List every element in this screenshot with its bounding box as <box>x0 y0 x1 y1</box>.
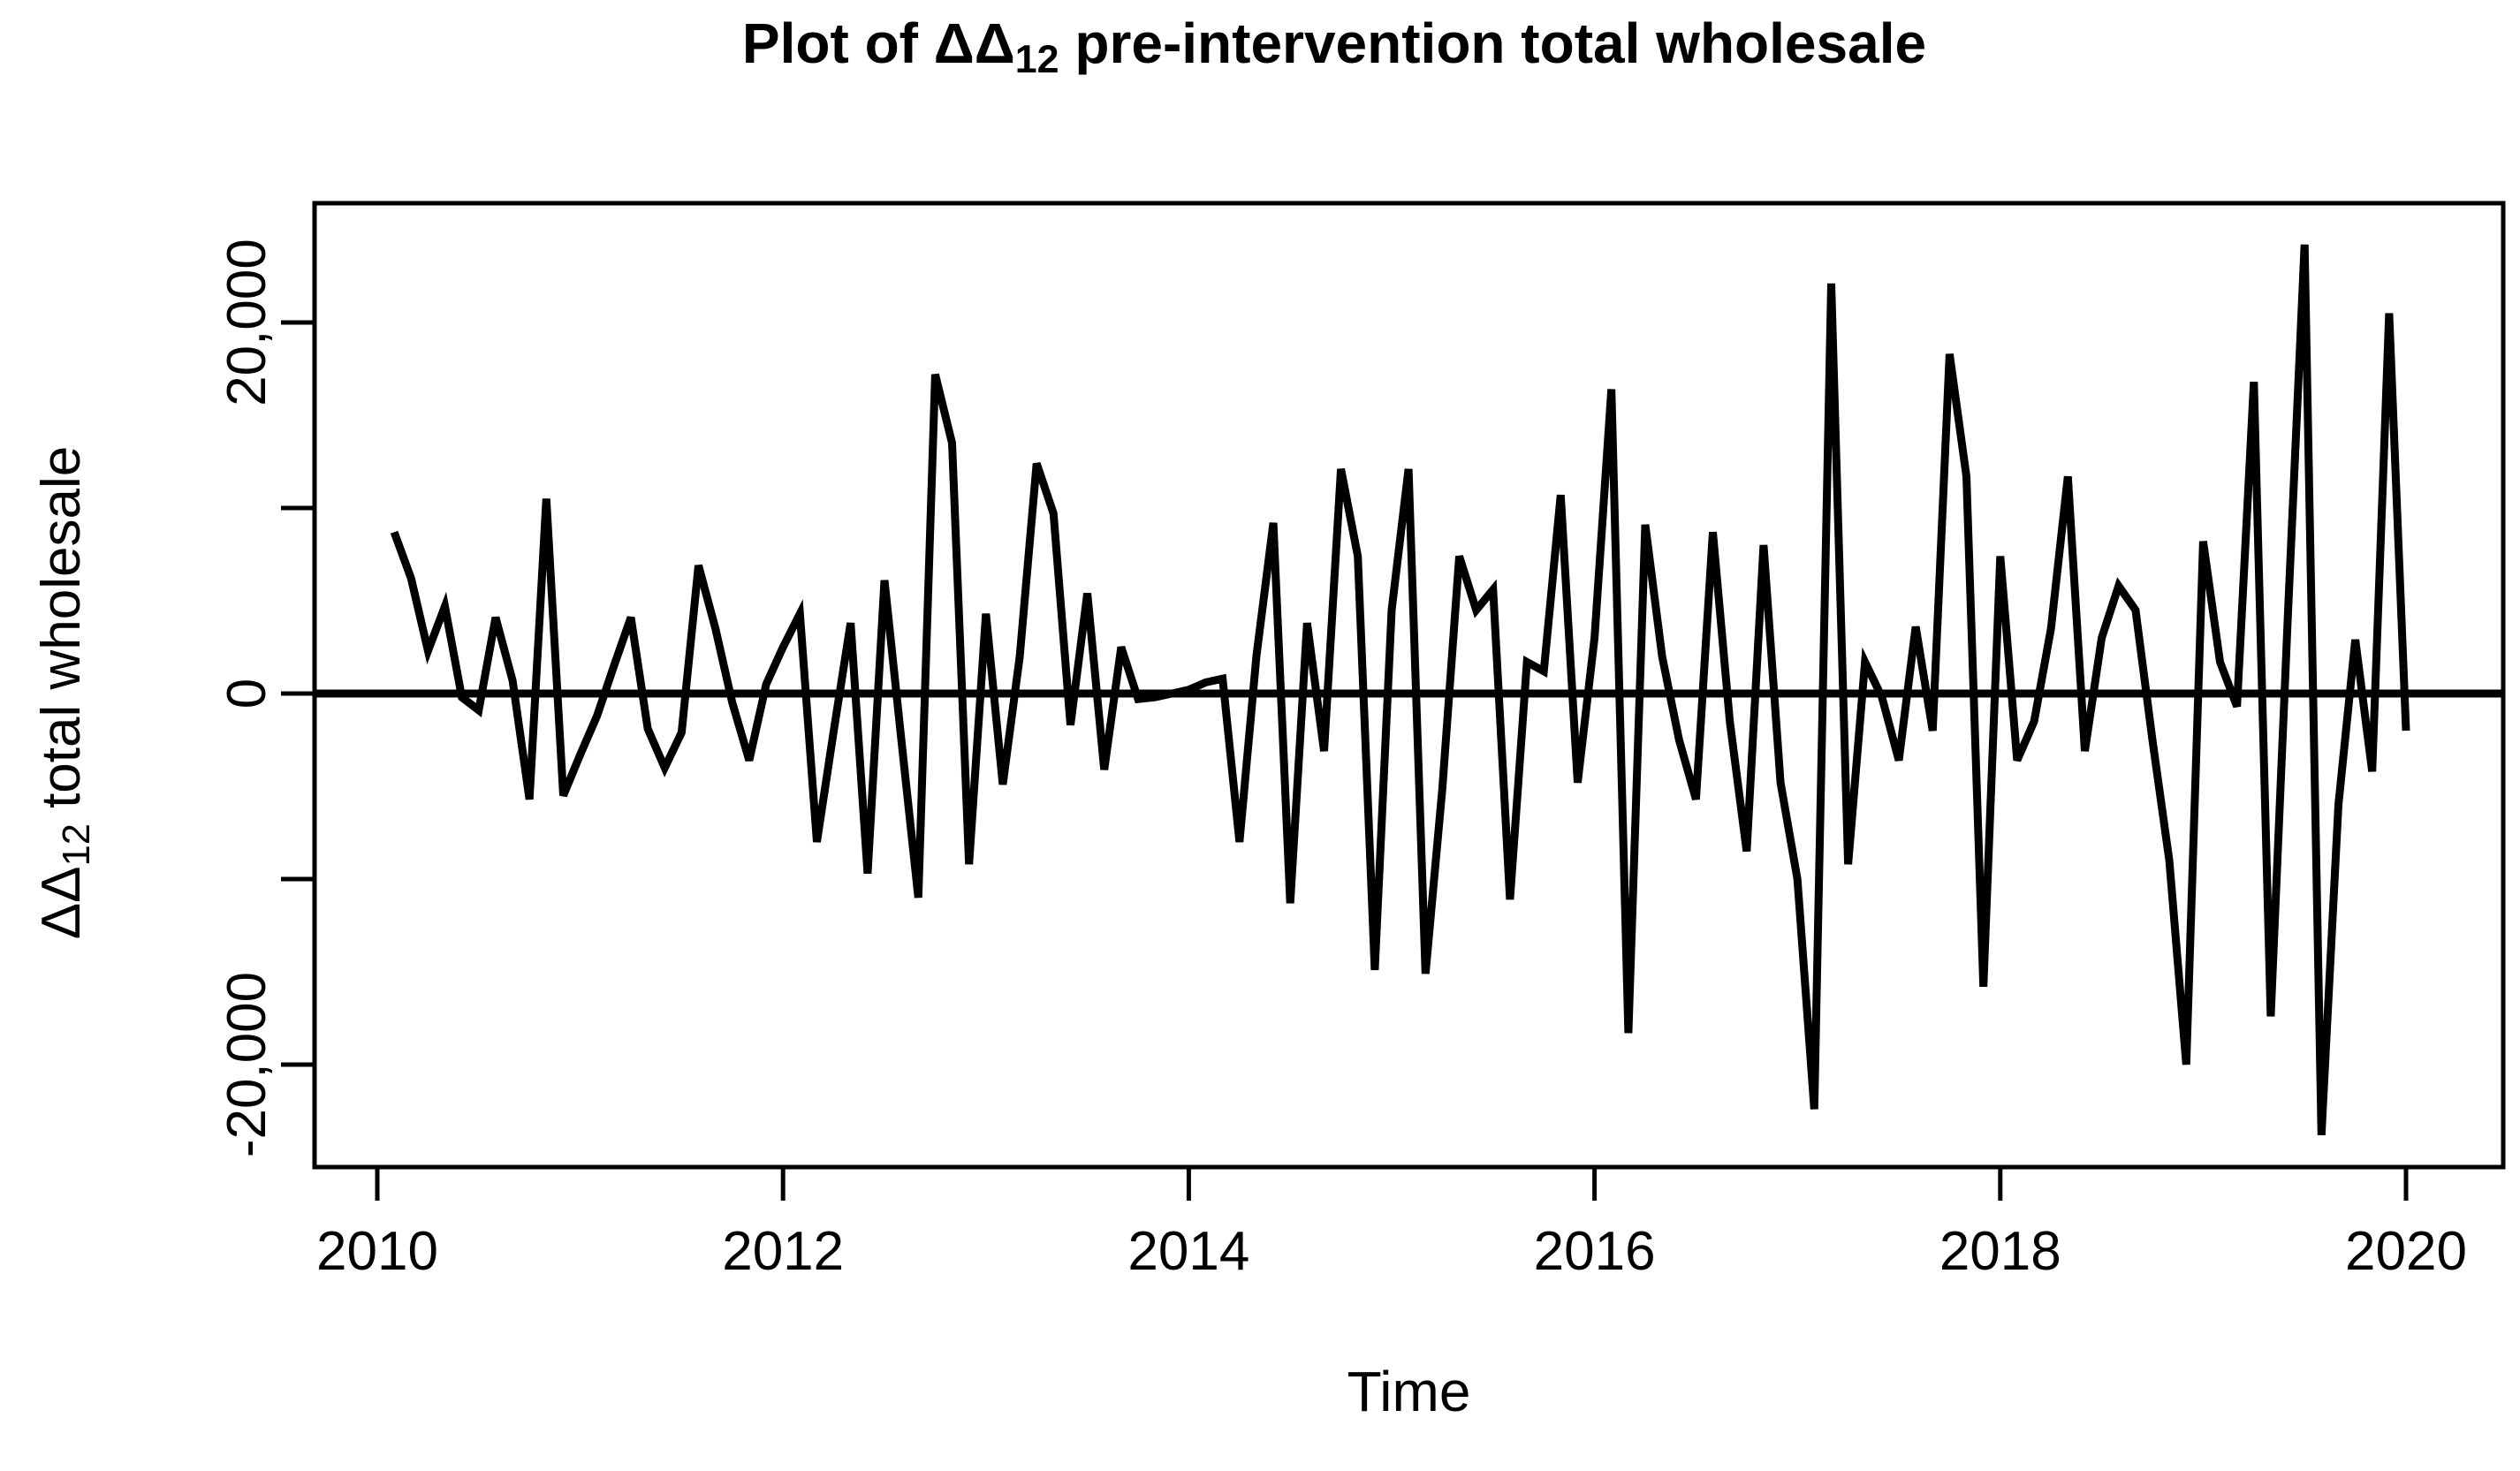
y-axis: -20,000 0 20,000 <box>216 239 315 1157</box>
chart-title-prefix: Plot of ΔΔ <box>741 11 1015 75</box>
x-tick-label: 2018 <box>1939 1221 2061 1282</box>
plot-box <box>312 201 2506 1170</box>
series-line <box>390 244 2410 1136</box>
y-tick-label: -20,000 <box>216 972 277 1157</box>
x-axis: 2010 2012 2014 2016 2018 2020 <box>316 1167 2467 1282</box>
x-tick-label: 2010 <box>316 1221 438 1282</box>
chart-title: Plot of ΔΔ12 pre-intervention total whol… <box>247 11 2421 81</box>
x-tick-label: 2020 <box>2345 1221 2467 1282</box>
y-tick-label: 20,000 <box>216 239 277 406</box>
x-tick-label: 2016 <box>1534 1221 1656 1282</box>
chart-title-suffix: pre-intervention total wholesale <box>1059 11 1927 75</box>
chart-title-subscript: 12 <box>1014 37 1059 82</box>
x-axis-title: Time <box>1347 1360 1471 1423</box>
y-tick-label: 0 <box>216 679 277 709</box>
x-tick-label: 2014 <box>1127 1221 1249 1282</box>
x-tick-label: 2012 <box>722 1221 844 1282</box>
